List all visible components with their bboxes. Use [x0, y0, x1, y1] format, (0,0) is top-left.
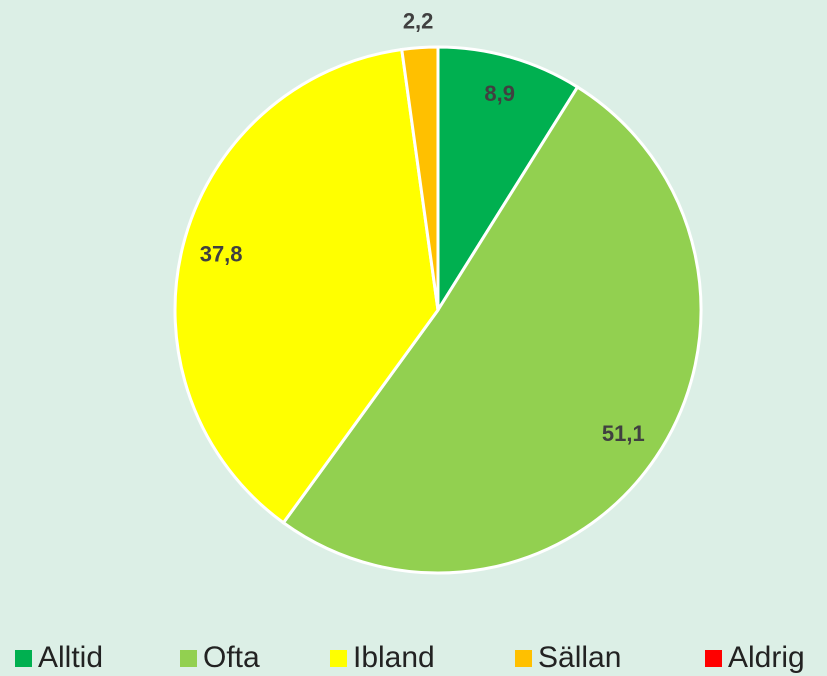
pie-slice	[400, 45, 440, 311]
legend-label: Sällan	[538, 641, 621, 674]
legend-swatch	[330, 650, 347, 667]
data-label: 2,2	[403, 9, 434, 34]
pie-slice	[281, 84, 703, 575]
legend-swatch	[515, 650, 532, 667]
legend-swatch	[15, 650, 32, 667]
data-label: 51,1	[602, 421, 645, 446]
pie-slice	[436, 45, 580, 316]
legend-label: Alltid	[38, 641, 103, 674]
legend-swatch	[705, 650, 722, 667]
legend-label: Ofta	[203, 641, 260, 674]
data-label: 37,8	[200, 242, 243, 267]
legend-swatch	[180, 650, 197, 667]
legend-label: Ibland	[353, 641, 435, 674]
legend-label: Aldrig	[728, 641, 805, 674]
data-label: 8,9	[484, 81, 515, 106]
pie-slice	[173, 47, 440, 525]
